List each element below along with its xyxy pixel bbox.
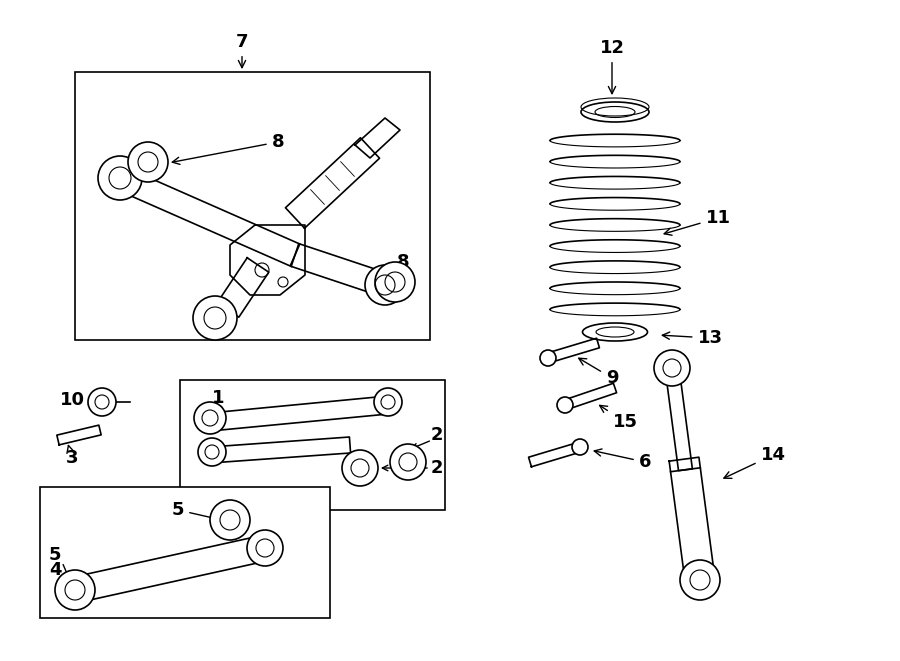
Circle shape (365, 265, 405, 305)
Circle shape (55, 570, 95, 610)
Circle shape (375, 262, 415, 302)
Text: 1: 1 (212, 389, 224, 414)
Text: 14: 14 (724, 446, 786, 479)
Circle shape (128, 142, 168, 182)
Text: 8: 8 (172, 133, 284, 165)
Text: 8: 8 (397, 253, 410, 271)
Polygon shape (57, 425, 101, 445)
Polygon shape (72, 535, 268, 603)
Polygon shape (115, 167, 300, 266)
Circle shape (98, 156, 142, 200)
Ellipse shape (581, 102, 649, 122)
Text: 7: 7 (236, 33, 248, 67)
Polygon shape (285, 137, 380, 228)
Text: 11: 11 (664, 209, 731, 235)
Text: 5: 5 (172, 501, 218, 521)
Text: 10: 10 (59, 391, 95, 409)
Polygon shape (670, 457, 715, 582)
Text: 3: 3 (66, 446, 78, 467)
Polygon shape (217, 258, 269, 317)
Circle shape (390, 444, 426, 480)
Bar (180, 380, 445, 510)
Bar (75, 72, 430, 340)
Polygon shape (230, 225, 305, 295)
Circle shape (540, 350, 556, 366)
Circle shape (557, 397, 573, 413)
Text: 4: 4 (49, 561, 68, 584)
Circle shape (88, 388, 116, 416)
Circle shape (680, 560, 720, 600)
Circle shape (572, 439, 588, 455)
Polygon shape (292, 244, 389, 296)
Text: 6: 6 (594, 449, 652, 471)
Text: 15: 15 (599, 405, 637, 431)
Text: 5: 5 (49, 546, 61, 564)
Circle shape (247, 530, 283, 566)
Circle shape (342, 450, 378, 486)
Text: 2: 2 (431, 426, 443, 444)
Circle shape (198, 438, 226, 466)
Text: 9: 9 (579, 358, 618, 387)
Polygon shape (665, 367, 692, 471)
Bar (40, 487, 330, 618)
Polygon shape (355, 118, 400, 158)
Circle shape (210, 500, 250, 540)
Polygon shape (210, 437, 351, 463)
Polygon shape (209, 396, 389, 431)
Text: 12: 12 (599, 39, 625, 94)
Polygon shape (563, 383, 616, 410)
Text: 13: 13 (662, 329, 723, 347)
Circle shape (194, 402, 226, 434)
Circle shape (374, 388, 402, 416)
Circle shape (654, 350, 690, 386)
Ellipse shape (582, 323, 647, 341)
Polygon shape (528, 442, 581, 467)
Circle shape (193, 296, 237, 340)
Polygon shape (546, 338, 599, 363)
Text: 2: 2 (431, 459, 443, 477)
